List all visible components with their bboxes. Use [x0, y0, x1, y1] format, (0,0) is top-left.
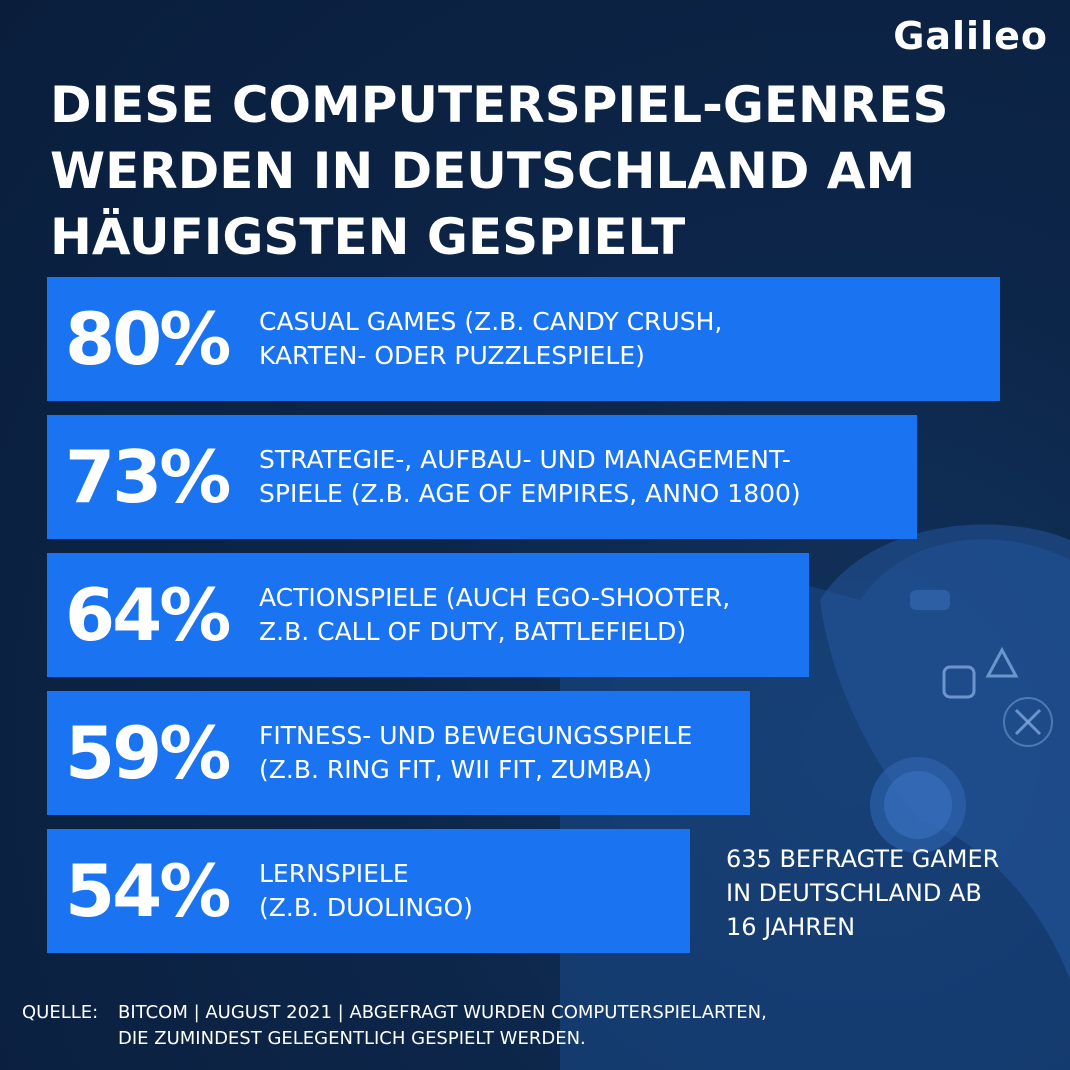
bar-3: 64% ACTIONSPIELE (AUCH EGO-SHOOTER, Z.B. C…: [47, 553, 809, 677]
bar-category-line: KARTEN- ODER PUZZLESPIELE): [259, 341, 645, 370]
bar-value-label: 80%: [65, 297, 231, 381]
note-line: 16 JAHREN: [726, 913, 856, 941]
title-line: HÄUFIGSTEN GESPIELT: [50, 208, 686, 266]
title-line: WERDEN IN DEUTSCHLAND AM: [50, 142, 916, 200]
bar-value-label: 54%: [65, 849, 231, 933]
bar-5: 54% LERNSPIELE (Z.B. DUOLINGO): [47, 829, 690, 953]
sample-note: 635 BEFRAGTE GAMER IN DEUTSCHLAND AB 16 …: [726, 842, 1056, 944]
bar-4: 59% FITNESS- UND BEWEGUNGSSPIELE (Z.B. RIN…: [47, 691, 750, 815]
bar-category-line: SPIELE (Z.B. AGE OF EMPIRES, ANNO 1800): [259, 479, 801, 508]
bar-value-label: 64%: [65, 573, 231, 657]
bar-category-label: CASUAL GAMES (Z.B. CANDY CRUSH, KARTEN- O…: [259, 305, 1019, 373]
note-line: IN DEUTSCHLAND AB: [726, 879, 982, 907]
bar-value-label: 59%: [65, 711, 231, 795]
bar-2: 73% STRATEGIE-, AUFBAU- UND MANAGEMENT- SP…: [47, 415, 917, 539]
infographic-title: DIESE COMPUTERSPIEL-GENRES WERDEN IN DEU…: [50, 72, 1010, 270]
bar-category-label: ACTIONSPIELE (AUCH EGO-SHOOTER, Z.B. CALL…: [259, 581, 1019, 649]
bar-category-line: LERNSPIELE: [259, 859, 409, 888]
source-prefix: QUELLE:: [22, 1002, 99, 1023]
note-line: 635 BEFRAGTE GAMER: [726, 845, 1000, 873]
bar-category-line: CASUAL GAMES (Z.B. CANDY CRUSH,: [259, 307, 723, 336]
bar-category-label: STRATEGIE-, AUFBAU- UND MANAGEMENT- SPIEL…: [259, 443, 1019, 511]
bar-category-line: ACTIONSPIELE (AUCH EGO-SHOOTER,: [259, 583, 731, 612]
bar-category-line: (Z.B. DUOLINGO): [259, 893, 473, 922]
galileo-logo: Galileo: [893, 14, 1048, 58]
bar-category-label: LERNSPIELE (Z.B. DUOLINGO): [259, 857, 1019, 925]
title-line: DIESE COMPUTERSPIEL-GENRES: [50, 76, 949, 134]
source-line: BITCOM | AUGUST 2021 | ABGEFRAGT WURDEN …: [118, 1002, 767, 1023]
bar-value-label: 73%: [65, 435, 231, 519]
source-line: DIE ZUMINDEST GELEGENTLICH GESPIELT WERD…: [118, 1028, 586, 1049]
bar-category-line: STRATEGIE-, AUFBAU- UND MANAGEMENT-: [259, 445, 791, 474]
bar-category-line: (Z.B. RING FIT, WII FIT, ZUMBA): [259, 755, 652, 784]
bar-1: 80% CASUAL GAMES (Z.B. CANDY CRUSH, KARTEN…: [47, 277, 1000, 401]
bar-category-line: FITNESS- UND BEWEGUNGSSPIELE: [259, 721, 693, 750]
bar-category-line: Z.B. CALL OF DUTY, BATTLEFIELD): [259, 617, 687, 646]
bar-category-label: FITNESS- UND BEWEGUNGSSPIELE (Z.B. RING F…: [259, 719, 1019, 787]
